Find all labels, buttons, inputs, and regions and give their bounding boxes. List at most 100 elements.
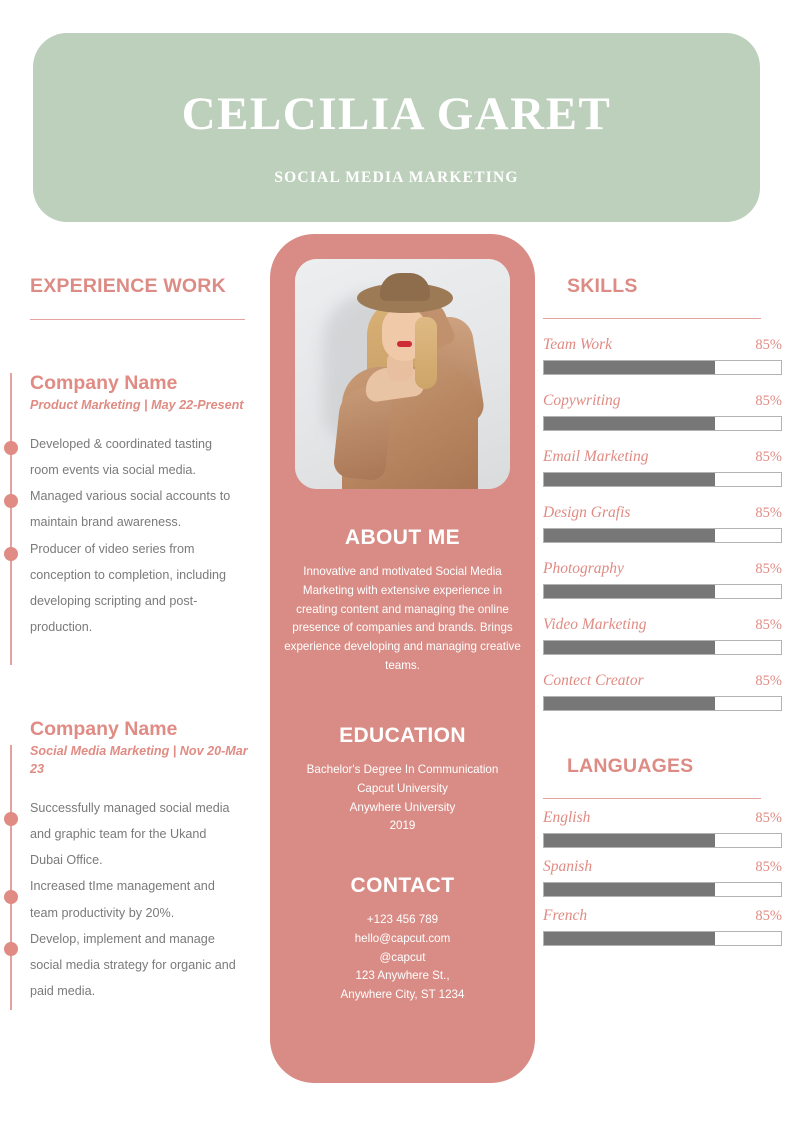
- progress-fill: [544, 417, 715, 430]
- bullet-line: developing scripting and post-: [30, 594, 198, 608]
- progress-track: [543, 640, 782, 655]
- profile-photo: [295, 259, 510, 489]
- photo-lips: [397, 341, 412, 347]
- progress-fill: [544, 529, 715, 542]
- languages-section-title: LANGUAGES: [567, 755, 694, 777]
- bar-percent: 85%: [755, 393, 782, 409]
- progress-track: [543, 528, 782, 543]
- language-row: English 85%: [543, 809, 782, 848]
- language-row: Spanish 85%: [543, 858, 782, 897]
- progress-fill: [544, 697, 715, 710]
- experience-column: EXPERIENCE WORK: [0, 275, 262, 320]
- timeline-line-1: [10, 373, 12, 665]
- bar-percent: 85%: [755, 908, 782, 924]
- progress-fill: [544, 932, 715, 945]
- bullet-line: Dubai Office.: [30, 853, 103, 868]
- about-text: Innovative and motivated Social Media Ma…: [284, 565, 521, 672]
- bullet-line: production.: [30, 620, 93, 635]
- contact-section: CONTACT +123 456 789 hello@capcut.com @c…: [283, 874, 522, 1005]
- bar-label: Team Work: [543, 336, 613, 353]
- education-line: Capcut University: [357, 781, 448, 795]
- bar-label: Video Marketing: [543, 616, 647, 633]
- languages-divider: [543, 798, 761, 799]
- education-line: Anywhere University: [349, 800, 456, 814]
- skill-row: Photography 85%: [543, 560, 782, 599]
- education-section: EDUCATION Bachelor's Degree In Communica…: [283, 724, 522, 836]
- contact-address-line-1: 123 Anywhere St.,: [355, 969, 450, 983]
- bullet-line: Successfully managed social media: [30, 800, 230, 815]
- company-name: Company Name: [30, 372, 178, 394]
- bar-percent: 85%: [755, 449, 782, 465]
- photo-hat-crown: [380, 273, 430, 301]
- timeline-dot: [4, 942, 18, 956]
- timeline-dot: [4, 812, 18, 826]
- bar-label: Photography: [543, 560, 624, 577]
- skill-row: Video Marketing 85%: [543, 616, 782, 655]
- about-section-title: ABOUT ME: [344, 526, 461, 549]
- bar-label: Copywriting: [543, 392, 621, 409]
- contact-phone[interactable]: +123 456 789: [366, 913, 439, 926]
- bullet-line: Managed various social accounts to: [30, 489, 231, 504]
- education-line: 2019: [389, 819, 416, 833]
- bullet-line: paid media.: [30, 984, 96, 999]
- bar-label: Design Grafis: [543, 504, 631, 521]
- timeline-line-2: [10, 745, 12, 1010]
- experience-section-title: EXPERIENCE WORK: [30, 275, 226, 297]
- bar-header: Video Marketing 85%: [543, 616, 782, 634]
- skill-row: Copywriting 85%: [543, 392, 782, 431]
- skills-section-title: SKILLS: [567, 275, 638, 297]
- job-bullets: Developed & coordinated tasting room eve…: [30, 431, 252, 641]
- skills-divider: [543, 318, 761, 319]
- contact-handle[interactable]: @capcut: [379, 950, 426, 964]
- progress-track: [543, 360, 782, 375]
- education-line: Bachelor's Degree In Communication: [306, 763, 499, 776]
- bar-header: French 85%: [543, 907, 782, 925]
- bullet-line: Develop, implement and manage: [30, 931, 215, 946]
- experience-item: Company Name Social Media Marketing | No…: [30, 718, 252, 1004]
- bullet-line: maintain brand awareness.: [30, 515, 182, 530]
- progress-track: [543, 882, 782, 897]
- skills-list: Team Work 85% Copywriting 85% Email Marketin…: [543, 336, 782, 711]
- contact-email[interactable]: hello@capcut.com: [354, 931, 451, 945]
- experience-divider: [30, 319, 245, 320]
- bar-header: Spanish 85%: [543, 858, 782, 876]
- skill-row: Contect Creator 85%: [543, 672, 782, 711]
- bullet-line: room events via social media.: [30, 463, 196, 478]
- progress-fill: [544, 361, 715, 374]
- profile-card: ABOUT ME Innovative and motivated Social…: [270, 234, 535, 1083]
- education-details: Bachelor's Degree In Communication Capcu…: [283, 761, 522, 836]
- bar-percent: 85%: [755, 561, 782, 577]
- bar-label: English: [543, 809, 591, 826]
- contact-address-line-2: Anywhere City, ST 1234: [340, 988, 465, 1002]
- bar-header: Copywriting 85%: [543, 392, 782, 410]
- education-section-title: EDUCATION: [339, 724, 466, 747]
- bullet-line: Increased tIme management and: [30, 879, 215, 894]
- about-section: ABOUT ME Innovative and motivated Social…: [283, 526, 522, 676]
- bullet-line: team productivity by 20%.: [30, 905, 175, 920]
- bullet-line: and graphic team for the Ukand: [30, 826, 207, 841]
- timeline-dot: [4, 547, 18, 561]
- progress-fill: [544, 883, 715, 896]
- bullet-line: Producer of video series from: [30, 541, 195, 556]
- language-row: French 85%: [543, 907, 782, 946]
- skill-row: Design Grafis 85%: [543, 504, 782, 543]
- bar-header: Email Marketing 85%: [543, 448, 782, 466]
- bullet-line: Developed & coordinated tasting: [30, 436, 213, 451]
- bar-label: Contect Creator: [543, 672, 644, 689]
- progress-track: [543, 584, 782, 599]
- progress-fill: [544, 834, 715, 847]
- skill-row: Team Work 85%: [543, 336, 782, 375]
- page-title: CELCILIA GARET: [181, 87, 612, 140]
- bar-percent: 85%: [755, 337, 782, 353]
- header-banner: CELCILIA GARET SOCIAL MEDIA MARKETING: [33, 33, 760, 222]
- company-name: Company Name: [30, 718, 178, 740]
- contact-details: +123 456 789 hello@capcut.com @capcut 12…: [283, 911, 522, 1005]
- progress-track: [543, 696, 782, 711]
- bar-header: English 85%: [543, 809, 782, 827]
- timeline-dot: [4, 494, 18, 508]
- job-meta: Social Media Marketing | Nov 20-Mar 23: [30, 744, 248, 776]
- progress-fill: [544, 641, 715, 654]
- bar-header: Team Work 85%: [543, 336, 782, 354]
- job-meta: Product Marketing | May 22-Present: [30, 398, 244, 412]
- job-bullets: Successfully managed social media and gr…: [30, 795, 252, 1005]
